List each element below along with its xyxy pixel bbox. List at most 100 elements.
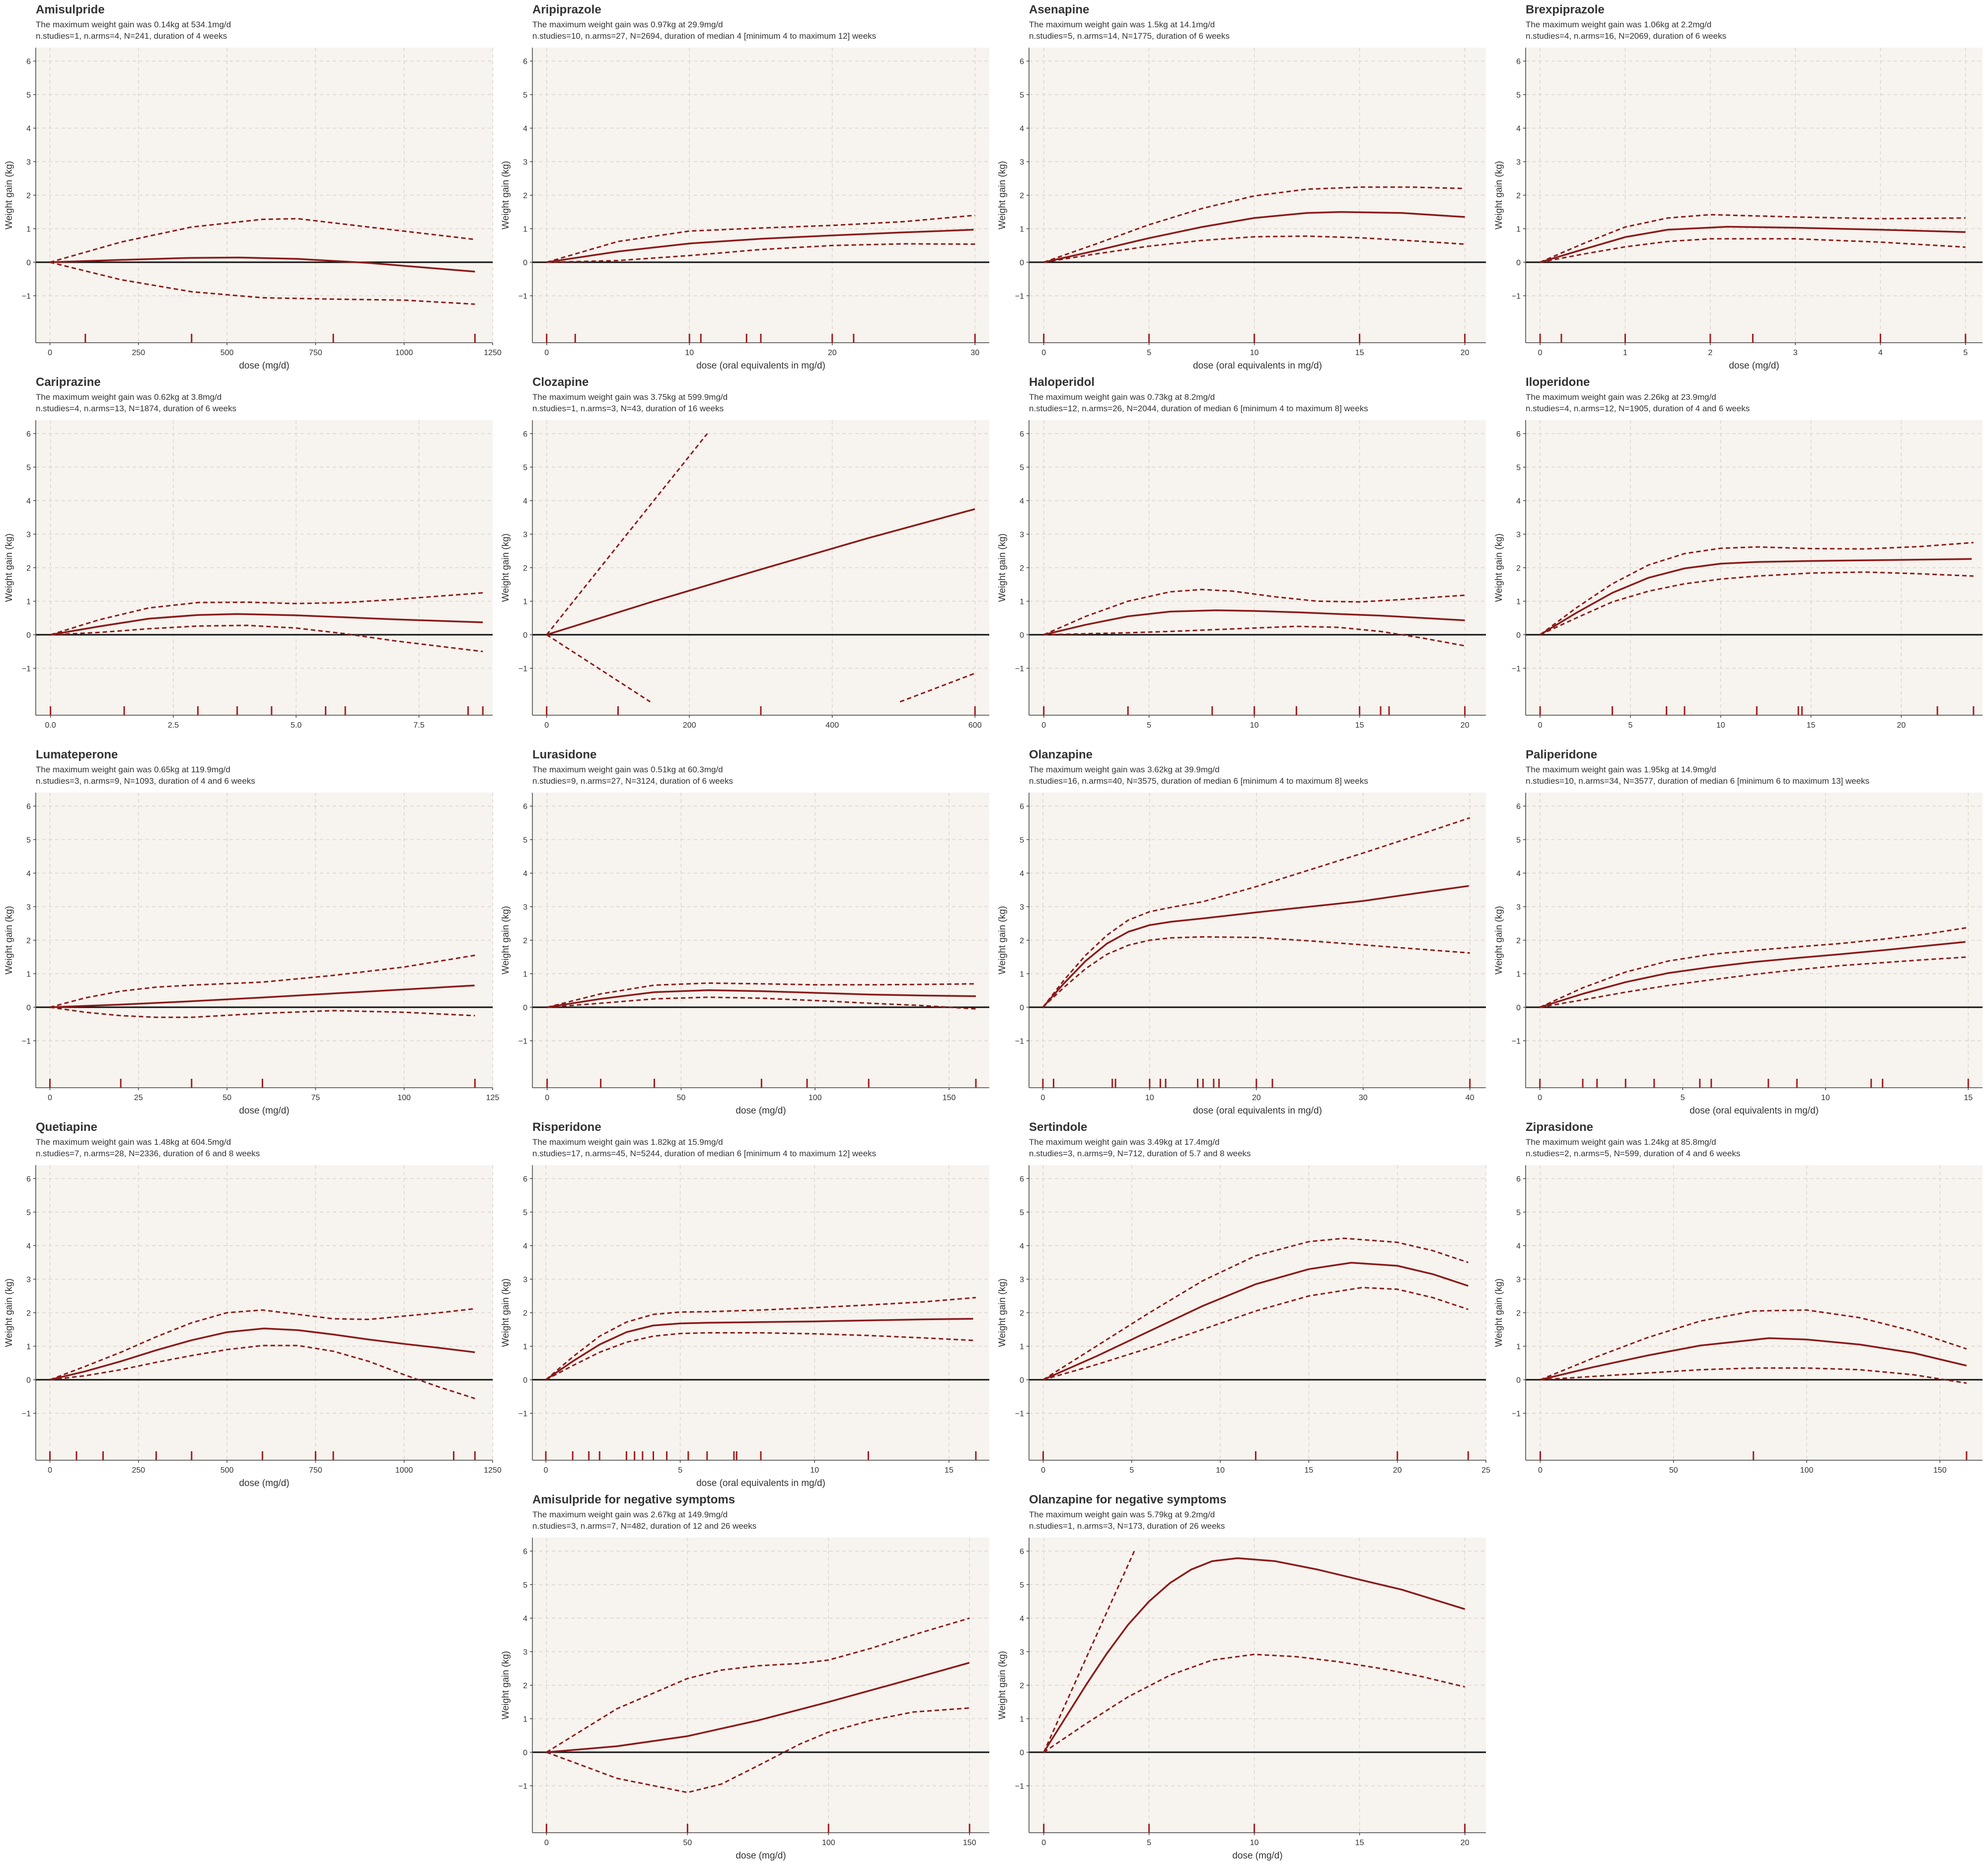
y-tick-label: 3 <box>1020 1648 1024 1657</box>
plot-area: −1 0 1 2 3 4 5 6 0 50 100 150 Weight gain (kg) dose (… <box>501 1538 989 1861</box>
panel-subtitle-studies: n.studies=1, n.arms=3, N=43, duration of… <box>532 404 724 413</box>
x-tick-label: 750 <box>309 1466 322 1475</box>
y-axis-title: Weight gain (kg) <box>501 533 511 602</box>
y-axis-title: Weight gain (kg) <box>1494 161 1504 229</box>
panel-amisulpride: −1 0 1 2 3 4 5 6 0 250 500 750 1000 1250 Weight gain (… <box>0 0 502 373</box>
y-tick-label: 2 <box>1020 937 1024 945</box>
confidence-band-curve <box>1043 235 1465 263</box>
confidence-band-curve <box>545 1332 976 1381</box>
panel-subtitle-max-gain: The maximum weight gain was 1.5kg at 14.… <box>1029 20 1215 29</box>
panel-subtitle-studies: n.studies=10, n.arms=34, N=3577, duratio… <box>1526 776 1870 786</box>
confidence-band-curve <box>545 1297 976 1381</box>
x-axis-title: dose (oral equivalents in mg/d) <box>696 361 825 371</box>
dose-response-curve <box>50 1327 475 1381</box>
x-axis-title: dose (mg/d) <box>736 1106 786 1116</box>
y-tick-label: 5 <box>1020 1209 1024 1217</box>
x-tick-label: 1 <box>1623 349 1627 357</box>
x-tick-label: 150 <box>963 1839 976 1847</box>
x-tick-label: 750 <box>309 349 322 357</box>
panel-title: Iloperidone <box>1526 375 1590 389</box>
y-tick-label: −1 <box>518 1410 527 1418</box>
x-tick-label: 10 <box>1216 1466 1225 1475</box>
y-tick-label: −1 <box>518 1783 527 1791</box>
y-tick-label: 0 <box>1020 1376 1024 1385</box>
panel-cariprazine: −1 0 1 2 3 4 5 6 0.0 2.5 5.0 7.5 Weight gain (kg) Car… <box>0 373 497 745</box>
x-tick-label: 25 <box>1481 1466 1490 1475</box>
y-tick-label: 1 <box>1516 598 1521 606</box>
x-tick-label: 3 <box>1793 349 1798 357</box>
y-tick-label: 2 <box>1020 1682 1024 1690</box>
panel-subtitle-studies: n.studies=1, n.arms=4, N=241, duration o… <box>36 31 227 41</box>
x-tick-label: 0 <box>1041 1839 1046 1847</box>
dose-response-curve <box>50 613 483 636</box>
y-tick-label: 2 <box>1516 192 1521 200</box>
y-tick-label: 5 <box>523 1581 527 1590</box>
confidence-band-curve <box>1043 589 1465 636</box>
panel-olanzapine-for-negative-symptoms: −1 0 1 2 3 4 5 6 0 5 10 15 20 Weight gain (kg) dose (m… <box>993 1490 1490 1863</box>
y-tick-label: 6 <box>26 1175 31 1184</box>
y-tick-label: 0 <box>26 631 31 640</box>
y-tick-label: 1 <box>523 970 527 979</box>
y-tick-label: 5 <box>1020 1581 1024 1590</box>
y-tick-label: 5 <box>1516 91 1521 100</box>
y-tick-label: 0 <box>1020 1749 1024 1757</box>
x-tick-label: 15 <box>1964 1094 1973 1102</box>
x-tick-label: 15 <box>1355 349 1364 357</box>
panel-subtitle-studies: n.studies=5, n.arms=14, N=1775, duration… <box>1029 31 1230 41</box>
panel-subtitle-max-gain: The maximum weight gain was 1.48kg at 60… <box>36 1137 231 1147</box>
y-axis-title: Weight gain (kg) <box>997 1278 1008 1347</box>
y-axis-title: Weight gain (kg) <box>997 161 1008 229</box>
y-tick-label: 6 <box>1020 1175 1024 1184</box>
x-tick-label: 20 <box>828 349 837 357</box>
x-tick-label: 5.0 <box>291 721 301 730</box>
y-tick-label: 6 <box>523 1175 527 1184</box>
x-tick-label: 0 <box>544 1466 548 1475</box>
y-tick-label: −1 <box>1512 665 1521 673</box>
panel-ziprasidone: −1 0 1 2 3 4 5 6 0 50 100 150 Weight gain (kg) Zipras… <box>1490 1118 1987 1490</box>
panel-title: Brexpiprazole <box>1526 3 1605 16</box>
confidence-band-curve <box>1540 1309 1967 1381</box>
dose-response-curve <box>547 989 976 1008</box>
x-tick-label: 150 <box>943 1094 956 1102</box>
x-tick-label: 5 <box>678 1466 682 1475</box>
plot-area: −1 0 1 2 3 4 5 6 0 5 10 15 20 Weight gain (kg) dose (m… <box>997 1538 1486 1861</box>
y-axis-title: Weight gain (kg) <box>501 1278 511 1347</box>
y-tick-label: 5 <box>26 464 31 472</box>
panel-title: Lumateperone <box>36 748 118 761</box>
x-tick-label: 15 <box>1355 721 1364 730</box>
confidence-band-curve <box>50 592 483 636</box>
y-tick-label: 1 <box>1516 970 1521 979</box>
plot-area: −1 0 1 2 3 4 5 6 0 25 50 75 100 125 Weight gain (kg) do… <box>4 793 499 1116</box>
plot-area: −1 0 1 2 3 4 5 6 0 10 20 30 40 Weight gain (kg) dose (… <box>997 793 1486 1116</box>
x-tick-label: 5 <box>1628 721 1632 730</box>
y-tick-label: 0 <box>523 631 527 640</box>
y-tick-label: −1 <box>22 1038 31 1046</box>
y-tick-label: −1 <box>1015 1038 1024 1046</box>
panel-subtitle-max-gain: The maximum weight gain was 3.49kg at 17… <box>1029 1137 1220 1147</box>
y-tick-label: 3 <box>26 1276 31 1284</box>
y-tick-label: 4 <box>26 1242 31 1251</box>
x-tick-label: 15 <box>945 1466 954 1475</box>
y-tick-label: 4 <box>523 497 527 506</box>
panel-title: Clozapine <box>532 375 589 389</box>
x-tick-label: 0 <box>1041 349 1046 357</box>
y-tick-label: 4 <box>523 125 527 133</box>
plot-area: −1 0 1 2 3 4 5 6 0 250 500 750 1000 1250 Weight gain (… <box>4 1165 502 1489</box>
plot-area: −1 0 1 2 3 4 5 6 0 5 10 15 20 25 Weight gain (kg) <box>997 1165 1490 1475</box>
y-tick-label: −1 <box>1015 293 1024 301</box>
x-tick-label: 10 <box>1250 1839 1259 1847</box>
panel-subtitle-max-gain: The maximum weight gain was 3.75kg at 59… <box>532 392 728 402</box>
panel-subtitle-max-gain: The maximum weight gain was 0.62kg at 3.… <box>36 392 222 402</box>
x-axis-title: dose (mg/d) <box>736 1851 786 1861</box>
y-tick-label: 4 <box>1516 125 1521 133</box>
y-axis-title: Weight gain (kg) <box>1494 1278 1504 1347</box>
y-tick-label: 1 <box>1516 225 1521 234</box>
x-tick-label: 15 <box>1305 1466 1314 1475</box>
x-tick-label: 10 <box>1716 721 1725 730</box>
y-tick-label: 4 <box>1020 125 1024 133</box>
y-tick-label: 3 <box>26 158 31 167</box>
x-axis-title: dose (mg/d) <box>1729 361 1779 371</box>
y-tick-label: −1 <box>1512 293 1521 301</box>
y-tick-label: 2 <box>26 192 31 200</box>
x-tick-label: 1250 <box>484 349 502 357</box>
